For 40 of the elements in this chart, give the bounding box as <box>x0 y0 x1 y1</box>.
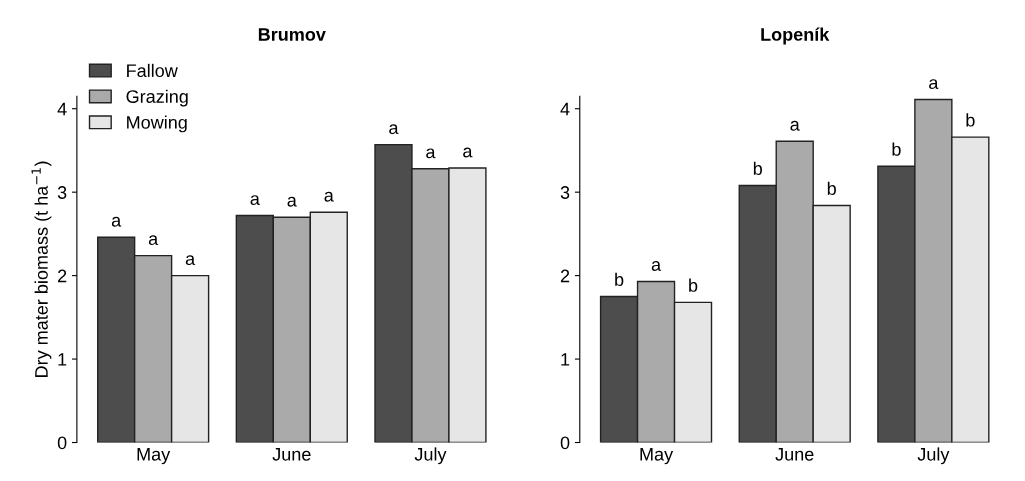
data-label: a <box>111 216 122 227</box>
data-label: b <box>753 161 762 175</box>
y-tick-label: 2 <box>560 269 570 283</box>
data-label: b <box>892 142 901 156</box>
data-label: a <box>185 255 196 266</box>
y-tick-label: 1 <box>561 353 570 366</box>
y-tick-label: 2 <box>58 269 67 283</box>
data-label: a <box>324 191 334 202</box>
chart-title: Lopeník <box>761 27 830 45</box>
data-label: b <box>615 272 624 286</box>
data-label: a <box>790 120 800 131</box>
x-tick-label: June <box>775 448 814 461</box>
x-tick-label: July <box>414 447 447 465</box>
legend-label: Fallow <box>127 63 178 78</box>
data-label: a <box>426 148 436 159</box>
y-tick-label: 3 <box>57 186 67 199</box>
data-label: a <box>148 235 159 246</box>
data-label: a <box>389 124 399 135</box>
data-label: a <box>287 196 297 207</box>
x-tick-label: May <box>137 448 171 465</box>
y-tick-label: 3 <box>560 186 570 199</box>
data-label: b <box>966 113 975 127</box>
x-tick-label: July <box>917 447 950 465</box>
chart-title: Brumov <box>258 28 326 41</box>
data-label: b <box>689 278 698 292</box>
y-tick-label: 4 <box>57 102 67 116</box>
legend-label: Mowing <box>127 115 187 133</box>
data-label: a <box>250 195 260 206</box>
legend-label: Grazing <box>126 89 188 107</box>
x-tick-label: June <box>272 448 311 461</box>
y-axis-title: Dry mater biomass (t ha$^{−1}$) <box>31 161 52 377</box>
y-tick-label: 0 <box>560 436 570 450</box>
y-tick-label: 1 <box>58 353 67 366</box>
data-label: b <box>827 181 836 196</box>
x-tick-label: May <box>640 448 674 465</box>
y-tick-label: 4 <box>560 102 570 116</box>
data-label: a <box>929 79 939 90</box>
data-label: a <box>463 147 473 158</box>
data-label: a <box>651 261 662 271</box>
y-tick-label: 0 <box>57 436 67 450</box>
